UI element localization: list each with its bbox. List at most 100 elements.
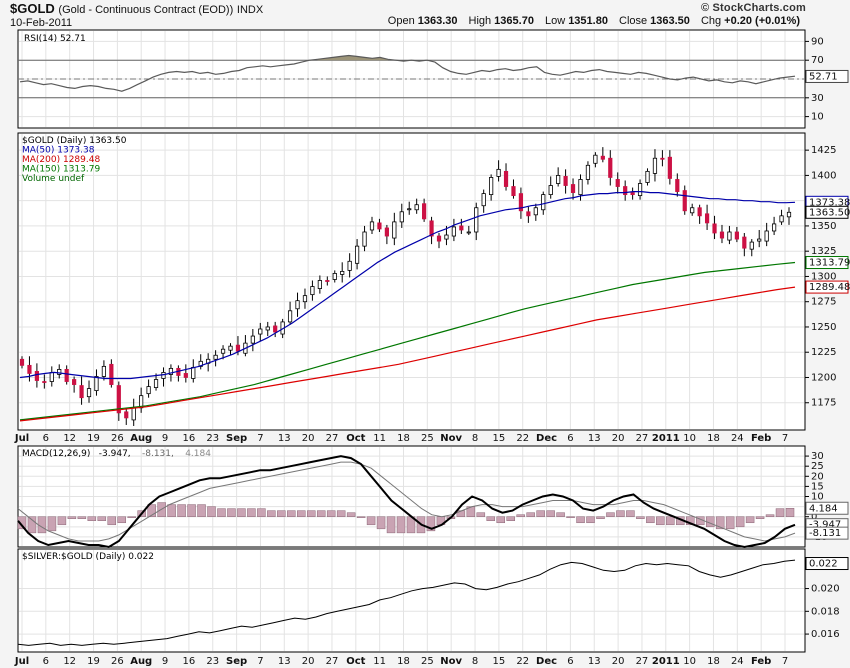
- candle-body: [161, 372, 166, 379]
- candle-body: [332, 273, 337, 280]
- candle-body: [757, 238, 762, 242]
- ratio-x-tick-label: 7: [782, 656, 788, 667]
- candle-body: [645, 170, 650, 183]
- price-candle: [228, 343, 233, 356]
- macd-value-tag-label: -3.947: [809, 520, 841, 531]
- price-candle: [94, 369, 99, 396]
- price-candle: [64, 365, 69, 385]
- price-candle: [109, 359, 114, 388]
- candle-body: [131, 407, 136, 421]
- macd-histogram-bar: [97, 516, 107, 521]
- candle-body: [109, 363, 114, 385]
- price-x-tick-label: Feb: [751, 433, 771, 444]
- macd-histogram-bar: [476, 512, 486, 517]
- candle-body: [116, 385, 121, 414]
- ratio-x-tick-label: Sep: [226, 656, 247, 667]
- exchange-label: INDX: [236, 4, 264, 16]
- price-candle: [652, 149, 658, 182]
- price-candle: [541, 191, 546, 215]
- price-candle: [362, 225, 367, 252]
- candle-body: [675, 179, 680, 192]
- macd-histogram-bar: [346, 512, 356, 517]
- ratio-x-tick-label: 18: [707, 656, 720, 667]
- macd-histogram-bar: [127, 516, 136, 518]
- rsi-line: [19, 54, 796, 92]
- candle-body: [749, 241, 754, 250]
- price-value-tag-label: 1363.50: [809, 207, 850, 218]
- candle-body: [764, 230, 769, 242]
- rsi-y-tick-label: 10: [811, 112, 824, 123]
- candle-body: [228, 345, 233, 351]
- candle-body: [354, 245, 360, 264]
- price-candle: [332, 270, 337, 283]
- candle-body: [287, 310, 293, 323]
- candle-body: [667, 156, 672, 179]
- candle-body: [340, 270, 345, 275]
- candle-body: [377, 222, 382, 230]
- macd-histogram-bar: [257, 508, 266, 517]
- price-candle: [258, 322, 263, 342]
- candle-body: [630, 192, 635, 196]
- macd-histogram-bar: [785, 508, 795, 517]
- candle-body: [399, 211, 404, 223]
- price-y-tick-label: 1425: [811, 145, 836, 156]
- candle-body: [436, 235, 442, 242]
- price-candle: [660, 150, 665, 167]
- macd-y-tick-label: 20: [811, 471, 824, 482]
- price-value-tag-label: 1289.48: [809, 282, 850, 293]
- price-candle: [526, 206, 531, 223]
- macd-histogram-bar: [636, 516, 645, 519]
- ohlc-change-value: +0.20 (+0.01%): [724, 15, 800, 27]
- price-x-tick-label: 16: [183, 433, 196, 444]
- price-x-tick-label: Sep: [226, 433, 247, 444]
- candle-body: [220, 348, 226, 354]
- candle-body: [384, 227, 389, 237]
- macd-histogram-bar: [715, 516, 725, 530]
- rsi-legend-entry: RSI(14) 52.71: [24, 34, 86, 44]
- price-x-tick-label: Oct: [346, 433, 365, 444]
- macd-histogram-bar: [107, 516, 117, 526]
- candle-body: [42, 381, 47, 383]
- candle-body: [556, 175, 561, 184]
- candle-body: [608, 157, 613, 178]
- macd-histogram-bar: [556, 512, 565, 517]
- ma200-line: [19, 286, 796, 422]
- candle-body: [183, 373, 188, 378]
- candle-body: [489, 177, 494, 196]
- symbol-name: $GOLD: [10, 1, 55, 16]
- rsi-y-tick-label: 30: [811, 93, 824, 104]
- macd-histogram-bar: [217, 508, 226, 517]
- ratio-y-tick-label: 0.016: [811, 629, 840, 640]
- macd-legend-entry: -3.947,: [99, 449, 131, 459]
- macd-histogram-bar: [207, 506, 216, 517]
- price-candle: [690, 203, 695, 216]
- price-y-tick-label: 1175: [811, 398, 836, 409]
- candle-body: [429, 220, 434, 237]
- chart-header: $GOLD (Gold - Continuous Contract (EOD))…: [0, 0, 850, 32]
- candle-body: [496, 168, 501, 177]
- price-candle: [183, 364, 188, 383]
- candle-body: [772, 223, 777, 232]
- macd-histogram-bar: [117, 516, 126, 524]
- macd-histogram-bar: [735, 516, 745, 528]
- price-candle: [757, 229, 762, 248]
- price-x-tick-label: 2011: [652, 433, 680, 444]
- candle-body: [392, 221, 397, 239]
- ratio-x-tick-label: 7: [257, 656, 263, 667]
- macd-histogram-bar: [57, 516, 67, 526]
- price-x-tick-label: 13: [278, 433, 291, 444]
- candle-body: [742, 236, 747, 249]
- ohlc-low: Low 1351.80: [545, 15, 608, 27]
- price-y-tick-label: 1325: [811, 246, 836, 257]
- candle-body: [697, 207, 702, 217]
- macd-histogram-bar: [356, 516, 366, 518]
- macd-histogram-bar: [336, 510, 346, 517]
- price-x-tick-label: 25: [421, 433, 434, 444]
- price-y-tick-label: 1225: [811, 347, 836, 358]
- macd-histogram-bar: [666, 516, 675, 526]
- macd-histogram-bar: [596, 516, 605, 519]
- price-y-tick-label: 1250: [811, 322, 836, 333]
- price-candle: [511, 179, 516, 199]
- ohlc-open-value: 1363.30: [417, 15, 458, 27]
